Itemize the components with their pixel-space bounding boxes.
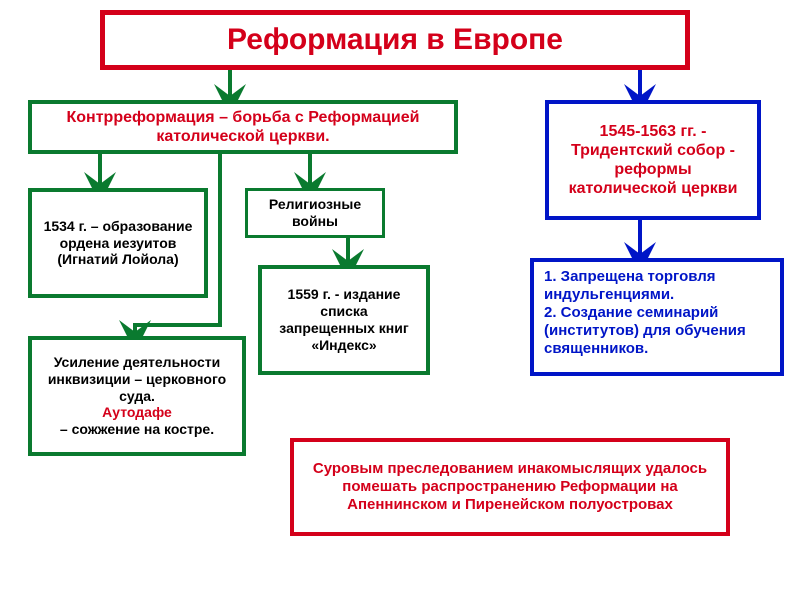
box-title: Реформация в Европе (100, 10, 690, 70)
box-counter: Контрреформация – борьба с Реформацией к… (28, 100, 458, 154)
box-index: 1559 г. - издание списка запрещенных кни… (258, 265, 430, 375)
box-wars: Религиозные войны (245, 188, 385, 238)
box-inquisition: Усиление деятельности инквизиции – церко… (28, 336, 246, 456)
box-jesuits: 1534 г. – образование ордена иезуитов (И… (28, 188, 208, 298)
box-trident: 1545-1563 гг. - Тридентский собор - рефо… (545, 100, 761, 220)
box-conclusion: Суровым преследованием инакомыслящих уда… (290, 438, 730, 536)
box-reforms: 1. Запрещена торговля индульгенциями.2. … (530, 258, 784, 376)
